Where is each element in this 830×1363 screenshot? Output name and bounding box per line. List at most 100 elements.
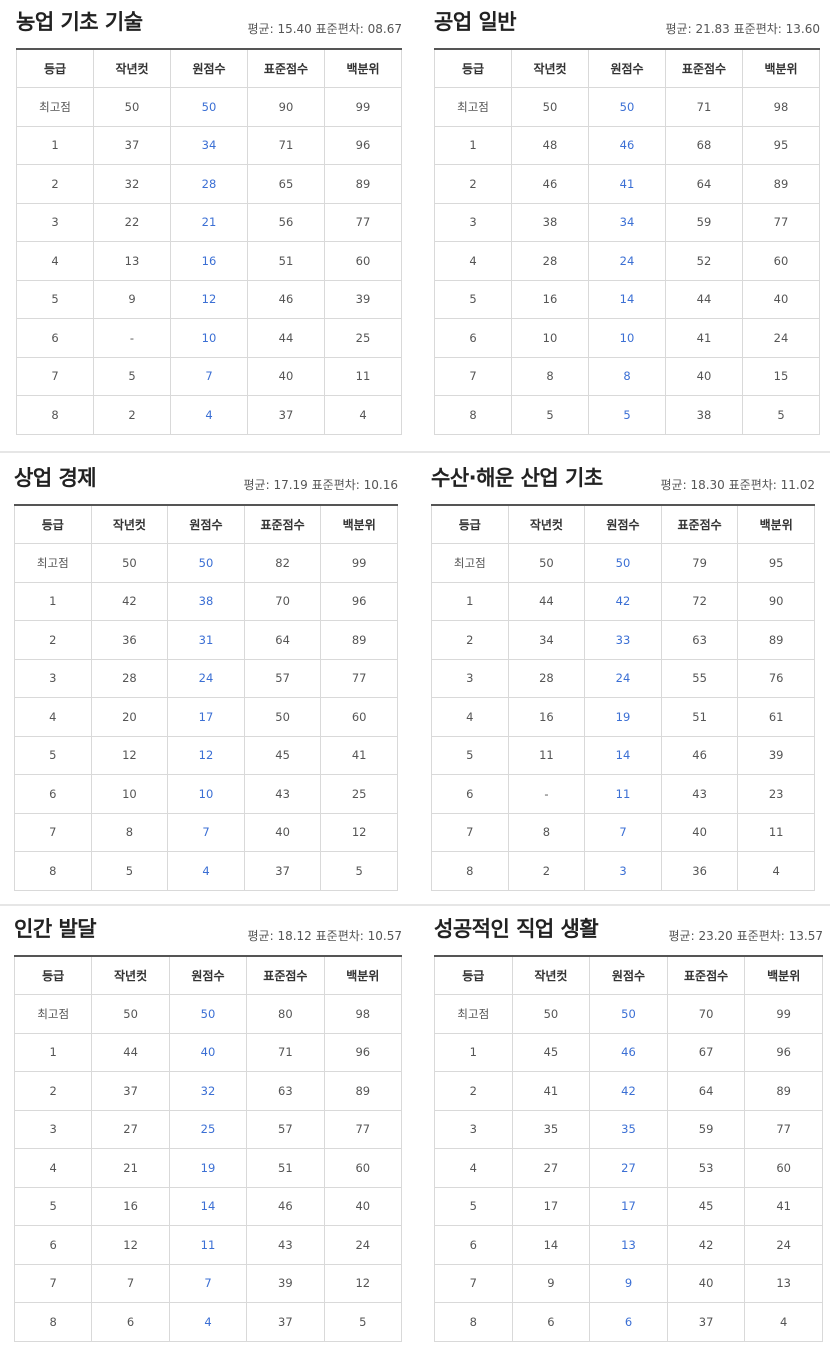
table-cell: 37 xyxy=(93,125,171,165)
table-cell: 25 xyxy=(324,318,402,358)
table-cell: 8 xyxy=(434,1302,513,1342)
column-header: 등급 xyxy=(13,956,93,995)
table-cell: 8 xyxy=(431,851,509,891)
table-cell: 12 xyxy=(320,812,398,852)
table-cell: 68 xyxy=(665,125,743,165)
table-row: 4 16 19 51 61 xyxy=(431,697,815,737)
table-cell: 최고점 xyxy=(434,87,512,127)
table-cell: 17 xyxy=(589,1186,668,1226)
table-cell: 41 xyxy=(320,735,398,775)
table-cell: 2 xyxy=(507,851,586,891)
table-cell: 79 xyxy=(660,543,739,583)
column-header: 원점수 xyxy=(588,49,666,88)
table-cell: 24 xyxy=(323,1225,403,1265)
table-cell: 34 xyxy=(170,125,248,165)
table-row: 1 44 40 71 96 xyxy=(13,1032,403,1072)
table-cell: 1 xyxy=(434,1032,513,1072)
table-cell: 5 xyxy=(90,851,169,891)
table-cell: 37 xyxy=(246,1302,325,1342)
panel-title: 성공적인 직업 생활 xyxy=(434,917,599,941)
table-cell: 6 xyxy=(511,1302,591,1342)
column-header: 등급 xyxy=(431,505,509,544)
grade-table: 등급 작년컷 원점수 표준점수 백분위 최고점 50 50 70 99 1 45 46 67 96 2 41 42… xyxy=(434,955,823,1342)
column-header: 작년컷 xyxy=(507,505,586,544)
table-cell: 60 xyxy=(320,697,398,737)
table-cell: 7 xyxy=(167,812,245,852)
table-row: 6 10 10 41 24 xyxy=(434,318,820,358)
table-row: 5 11 14 46 39 xyxy=(431,735,815,775)
table-cell: 4 xyxy=(167,851,245,891)
table-cell: 43 xyxy=(660,774,739,814)
table-cell: 43 xyxy=(243,774,322,814)
section-divider-1 xyxy=(0,451,830,453)
table-cell: 36 xyxy=(90,620,169,660)
table-cell: 5 xyxy=(431,735,509,775)
table-cell: 36 xyxy=(660,851,739,891)
grade-panel-industry: 공업 일반 평균: 21.83 표준편차: 13.60 등급 작년컷 원점수 표준점수 백분… xyxy=(434,0,820,435)
table-row: 4 21 19 51 60 xyxy=(13,1148,403,1188)
table-cell: 60 xyxy=(744,1148,823,1188)
table-cell: 10 xyxy=(588,318,666,358)
table-row: 2 34 33 63 89 xyxy=(431,620,815,660)
grade-table: 등급 작년컷 원점수 표준점수 백분위 최고점 50 50 90 99 1 37 34 71 96 2 32 28… xyxy=(16,48,402,435)
table-cell: 59 xyxy=(666,1109,746,1149)
table-cell: 44 xyxy=(247,318,325,358)
column-header: 백분위 xyxy=(742,49,820,88)
column-header: 표준점수 xyxy=(665,49,743,88)
table-cell: 9 xyxy=(93,279,171,319)
table-cell: 40 xyxy=(666,1263,746,1303)
table-cell: 3 xyxy=(14,658,92,698)
table-cell: 4 xyxy=(14,697,92,737)
table-cell: 8 xyxy=(90,812,169,852)
table-cell: 14 xyxy=(511,1225,591,1265)
table-cell: 50 xyxy=(584,543,662,583)
column-header: 백분위 xyxy=(324,49,402,88)
table-cell: 61 xyxy=(737,697,815,737)
table-cell: 50 xyxy=(90,543,169,583)
table-cell: 99 xyxy=(320,543,398,583)
column-header: 표준점수 xyxy=(243,505,322,544)
table-row: 6 14 13 42 24 xyxy=(434,1225,823,1265)
column-header: 표준점수 xyxy=(246,956,325,995)
table-row: 5 9 12 46 39 xyxy=(16,279,402,319)
table-cell: 27 xyxy=(91,1109,170,1149)
table-cell: 14 xyxy=(588,279,666,319)
table-cell: 7 xyxy=(434,356,512,396)
table-cell: 65 xyxy=(247,164,325,204)
table-row: 3 28 24 57 77 xyxy=(14,658,398,698)
table-cell: 31 xyxy=(167,620,245,660)
table-cell: 11 xyxy=(324,356,402,396)
table-cell: 46 xyxy=(588,125,666,165)
table-cell: 60 xyxy=(742,241,820,281)
table-cell: 4 xyxy=(168,1302,248,1342)
table-cell: 77 xyxy=(744,1109,823,1149)
table-cell: - xyxy=(93,318,171,358)
table-cell: 6 xyxy=(91,1302,170,1342)
table-row: 7 8 7 40 12 xyxy=(14,812,398,852)
panel-stats: 평균: 18.12 표준편차: 10.57 xyxy=(247,929,402,943)
table-cell: 21 xyxy=(91,1148,170,1188)
table-row: 2 36 31 64 89 xyxy=(14,620,398,660)
table-row: 3 38 34 59 77 xyxy=(434,202,820,242)
panel-title: 공업 일반 xyxy=(434,10,517,34)
grade-panel-fishery: 수산·해운 산업 기초 평균: 18.30 표준편차: 11.02 등급 작년컷 원점수… xyxy=(431,456,815,891)
table-cell: 6 xyxy=(13,1225,93,1265)
column-header: 표준점수 xyxy=(660,505,739,544)
table-cell: 13 xyxy=(744,1263,823,1303)
grade-panel-career: 성공적인 직업 생활 평균: 23.20 표준편차: 13.57 등급 작년컷 원점수 표… xyxy=(434,907,823,1342)
table-cell: 8 xyxy=(434,395,512,435)
table-row: 5 12 12 45 41 xyxy=(14,735,398,775)
table-cell: 3 xyxy=(13,1109,93,1149)
table-cell: 41 xyxy=(665,318,743,358)
table-row: 7 7 7 39 12 xyxy=(13,1263,403,1303)
table-cell: 12 xyxy=(90,735,169,775)
table-cell: 80 xyxy=(246,994,325,1034)
table-cell: 45 xyxy=(511,1032,591,1072)
table-row: 최고점 50 50 90 99 xyxy=(16,87,402,127)
table-cell: 24 xyxy=(744,1225,823,1265)
column-header: 표준점수 xyxy=(666,956,746,995)
table-cell: 17 xyxy=(167,697,245,737)
table-cell: 6 xyxy=(434,1225,513,1265)
table-cell: 35 xyxy=(511,1109,591,1149)
table-cell: 56 xyxy=(247,202,325,242)
